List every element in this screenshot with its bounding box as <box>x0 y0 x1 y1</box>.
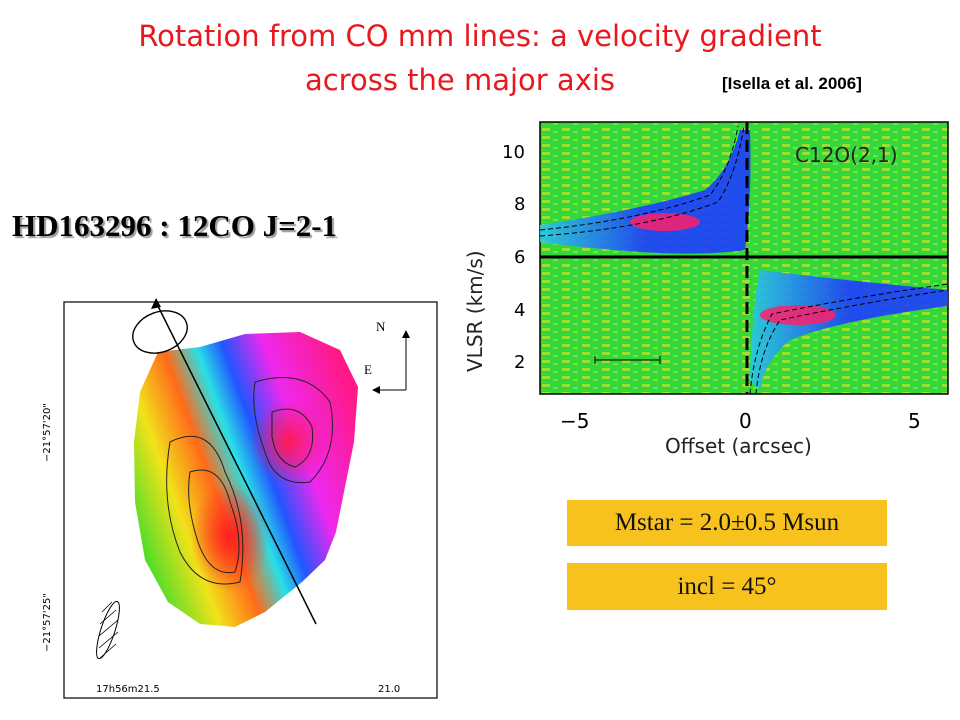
citation: [Isella et al. 2006] <box>722 74 862 93</box>
pv-y-tick: 4 <box>514 300 525 321</box>
dec-label-top: −21°57'20" <box>42 403 53 462</box>
stellar-mass-value: Mstar = 2.0±0.5 Msun <box>614 509 840 536</box>
dec-label-bottom: −21°57'25" <box>42 593 53 652</box>
inclination-box: incl = 45° <box>567 563 887 610</box>
ra-label-left: 17h56m21.5 <box>96 684 160 695</box>
ra-label-right: 21.0 <box>378 684 400 695</box>
pv-diagram-panel: C12O(2,1) 10 8 6 4 2 −5 0 5 Offset (arcs… <box>463 121 949 458</box>
title-line-1: Rotation from CO mm lines: a velocity gr… <box>138 19 822 53</box>
compass-east-label: E <box>364 362 372 377</box>
pv-y-tick: 8 <box>514 194 525 215</box>
title-line-2: across the major axis <box>304 63 616 97</box>
compass-north-label: N <box>376 319 386 334</box>
pv-y-tick: 10 <box>502 142 525 163</box>
pv-x-axis-label: Offset (arcsec) <box>665 434 812 458</box>
stellar-mass-box: Mstar = 2.0±0.5 Msun <box>567 500 887 546</box>
pv-x-tick: 0 <box>739 409 752 433</box>
inclination-value: incl = 45° <box>677 573 777 600</box>
pv-peak-blueshifted <box>630 213 700 231</box>
velocity-map-panel: N E −21°57'20" −21°57'25" 17h56m21.5 21.… <box>42 298 438 699</box>
pv-peak-redshifted <box>760 305 836 325</box>
source-title: HD163296 : 12CO J=2-1 <box>12 208 338 243</box>
pv-y-tick: 2 <box>514 352 525 373</box>
pv-x-tick: 5 <box>908 409 921 433</box>
pv-y-axis-label: VLSR (km/s) <box>463 250 487 372</box>
slide-title: Rotation from CO mm lines: a velocity gr… <box>40 14 920 102</box>
pv-y-tick: 6 <box>514 247 525 268</box>
pv-x-tick: −5 <box>560 409 589 433</box>
pv-line-label: C12O(2,1) <box>795 143 898 167</box>
